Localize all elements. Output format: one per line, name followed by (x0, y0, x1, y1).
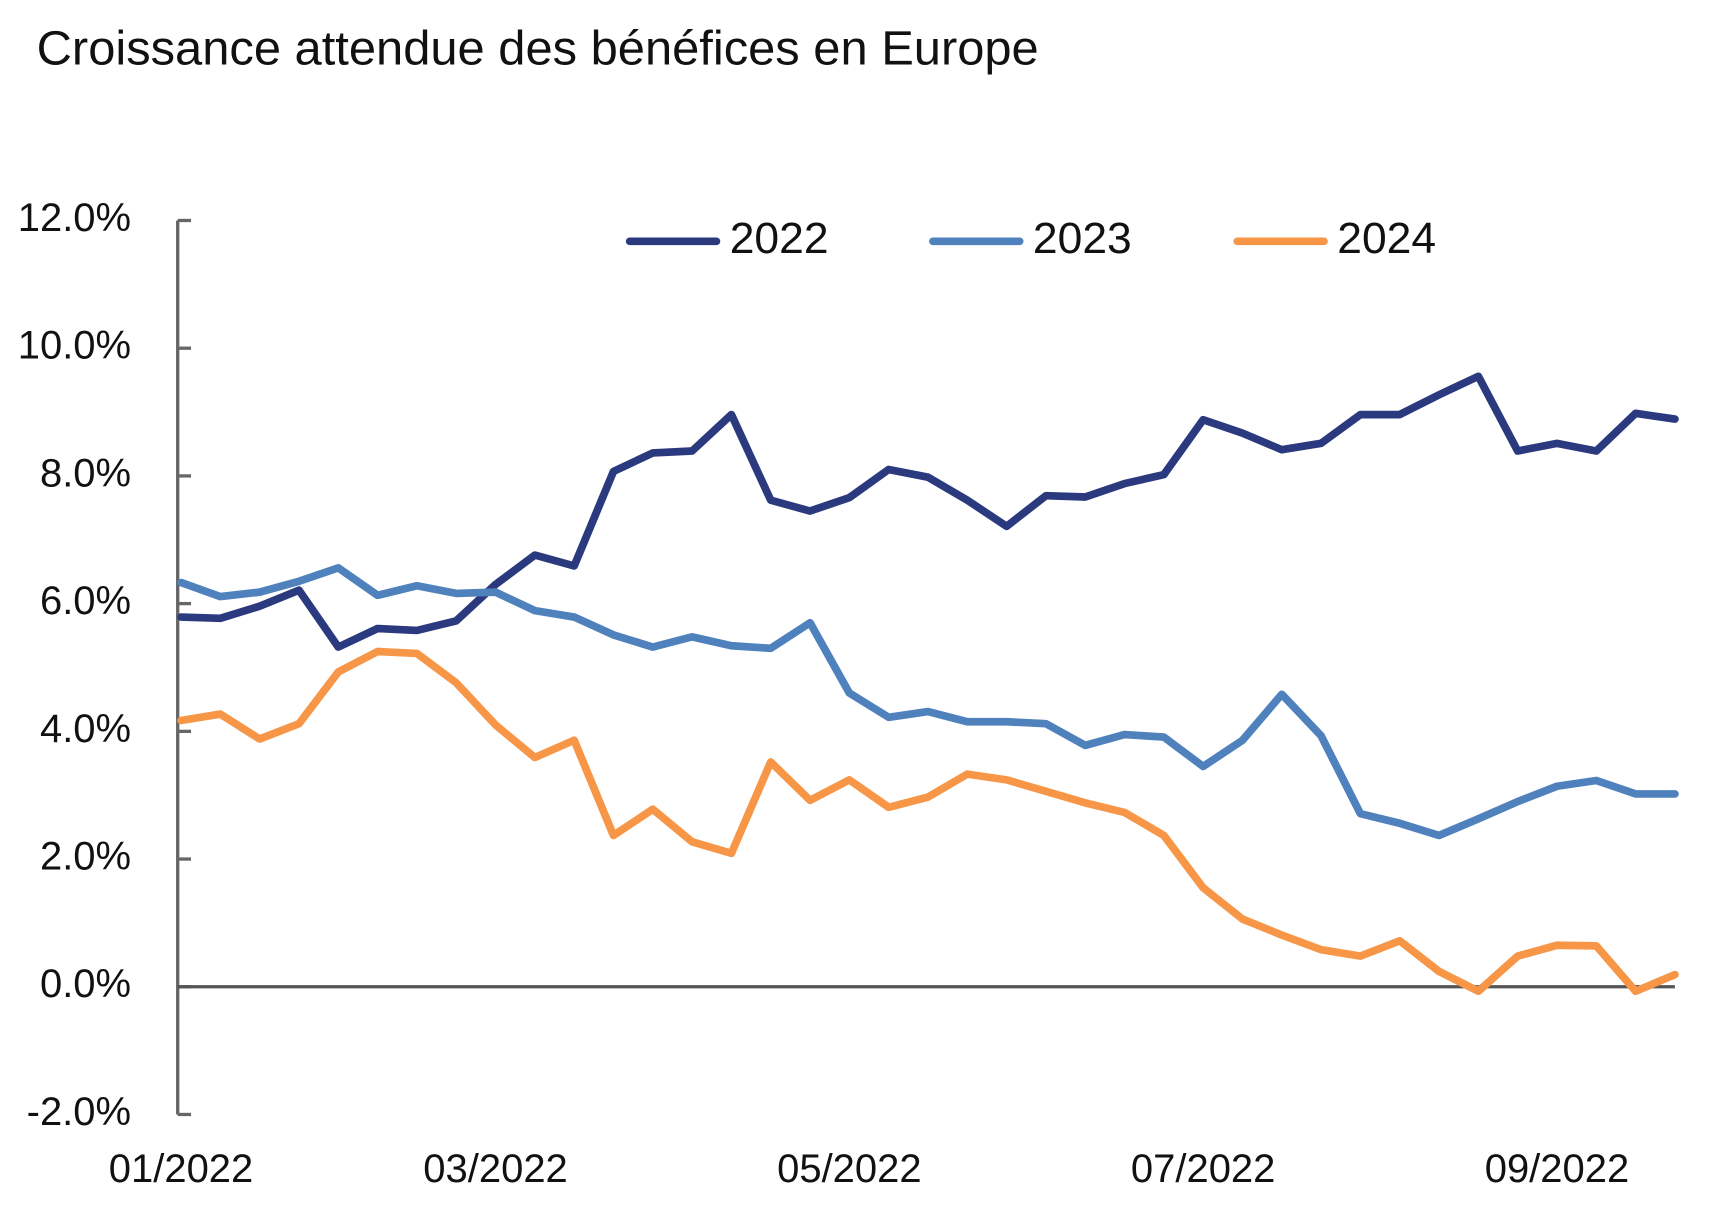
y-tick-label: 0.0% (40, 962, 131, 1006)
chart-title: Croissance attendue des bénéfices en Eur… (37, 22, 1039, 76)
y-tick-label: 10.0% (18, 324, 131, 368)
x-tick-label: 01/2022 (109, 1147, 253, 1191)
legend-label: 2022 (730, 214, 829, 263)
x-tick-label: 07/2022 (1131, 1147, 1275, 1191)
y-tick-label: 6.0% (40, 579, 131, 623)
x-tick-label: 09/2022 (1485, 1147, 1629, 1191)
legend-label: 2024 (1337, 214, 1436, 263)
series-line (177, 372, 1679, 651)
series-line (177, 564, 1679, 840)
y-tick-label: 2.0% (40, 835, 131, 879)
x-tick-label: 03/2022 (423, 1147, 567, 1191)
legend-label: 2023 (1033, 214, 1132, 263)
x-tick-label: 05/2022 (777, 1147, 921, 1191)
y-tick-label: -2.0% (27, 1090, 131, 1134)
y-tick-label: 4.0% (40, 707, 131, 751)
series-line (177, 647, 1679, 996)
y-tick-label: 8.0% (40, 452, 131, 496)
y-tick-label: 12.0% (18, 196, 131, 240)
